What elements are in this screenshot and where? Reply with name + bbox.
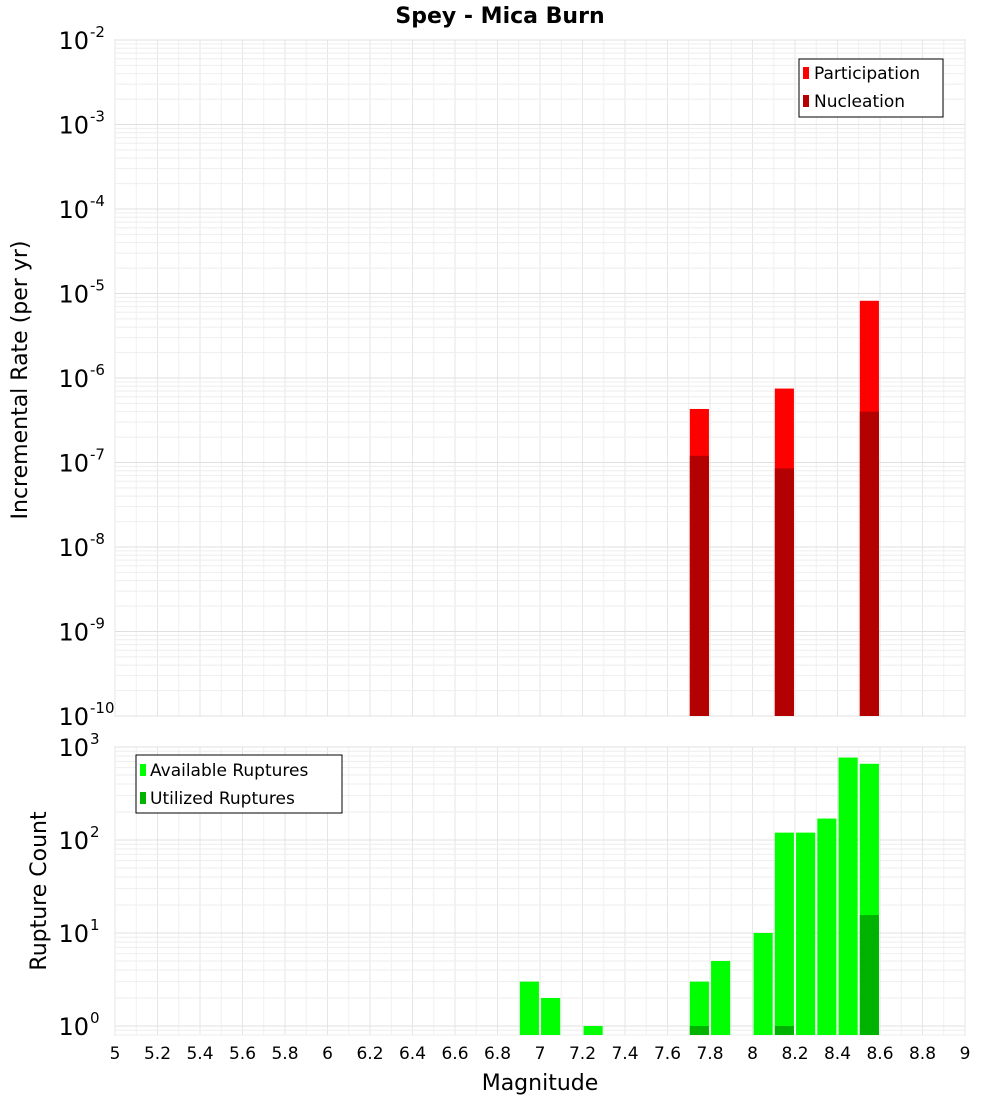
- x-tick-label: 6.8: [484, 1044, 511, 1064]
- legend-swatch-available: [140, 764, 146, 776]
- rate-y-tick-exponent: -7: [90, 446, 105, 464]
- available-ruptures-bar: [711, 960, 731, 1035]
- count-y-tick-label: 10: [58, 734, 89, 762]
- x-tick-label: 8.4: [824, 1044, 851, 1064]
- count-y-tick-label: 10: [58, 920, 89, 948]
- rate-y-tick-exponent: -8: [90, 530, 105, 548]
- count-y-tick-exponent: 0: [90, 1009, 100, 1027]
- nucleation-bar: [774, 468, 794, 716]
- count-legend: Available Ruptures Utilized Ruptures: [135, 754, 343, 814]
- available-ruptures-bar: [689, 981, 709, 1035]
- rate-gridlines: [114, 39, 966, 717]
- x-tick-label: 5.4: [186, 1044, 213, 1064]
- utilized-ruptures-bar: [774, 1025, 794, 1035]
- x-tick-label: 7.4: [611, 1044, 638, 1064]
- x-tick-label: 7: [535, 1044, 546, 1064]
- x-tick-label: 5.6: [229, 1044, 256, 1064]
- rate-y-tick-label: 10: [58, 534, 89, 562]
- x-tick-label: 8: [747, 1044, 758, 1064]
- x-tick-label: 8.2: [781, 1044, 808, 1064]
- x-tick-label: 7.2: [569, 1044, 596, 1064]
- rate-y-tick-exponent: -6: [90, 361, 105, 379]
- rate-y-tick-exponent: -5: [90, 277, 105, 295]
- legend-swatch-participation: [803, 67, 809, 79]
- count-y-axis-label: Rupture Count: [27, 811, 52, 971]
- count-y-tick-label: 10: [58, 827, 89, 855]
- x-tick-label: 6.6: [441, 1044, 468, 1064]
- rate-y-tick-exponent: -2: [90, 23, 105, 41]
- rate-y-tick-label: 10: [58, 27, 89, 55]
- nucleation-bar: [859, 411, 879, 716]
- count-y-tick-label: 10: [58, 1013, 89, 1041]
- available-ruptures-bar: [541, 997, 561, 1035]
- available-ruptures-bar: [817, 818, 837, 1035]
- count-gridlines: [114, 746, 966, 1036]
- chart-title: Spey - Mica Burn: [395, 4, 604, 29]
- legend-swatch-nucleation: [803, 95, 809, 107]
- rate-y-axis-label: Incremental Rate (per yr): [8, 241, 33, 520]
- available-ruptures-bar: [796, 832, 816, 1035]
- rate-y-tick-label: 10: [58, 281, 89, 309]
- rate-y-tick-exponent: -4: [90, 192, 105, 210]
- x-axis-ticks: 5 5.2 5.4 5.6 5.8 6 6.2 6.4 6.6 6.8 7 7.2 7.4 7.6 7.8 8…: [110, 1044, 971, 1064]
- count-y-tick-exponent: 1: [90, 916, 100, 934]
- rate-y-tick-label: 10: [58, 619, 89, 647]
- count-y-tick-exponent: 2: [90, 823, 100, 841]
- rate-y-tick-exponent: -3: [90, 108, 105, 126]
- legend-label-available: Available Ruptures: [150, 761, 308, 781]
- rate-y-tick-label: 10: [58, 196, 89, 224]
- x-tick-label: 8.8: [909, 1044, 936, 1064]
- rate-bars: [689, 300, 879, 716]
- available-ruptures-bar: [838, 757, 858, 1035]
- x-tick-label: 6.2: [356, 1044, 383, 1064]
- rate-y-tick-exponent: -9: [90, 615, 105, 633]
- rate-y-tick-label: 10: [58, 365, 89, 393]
- rate-y-tick-label: 10: [58, 450, 89, 478]
- nucleation-bar: [689, 455, 709, 716]
- x-tick-label: 5.8: [271, 1044, 298, 1064]
- x-tick-label: 5.2: [144, 1044, 171, 1064]
- legend-swatch-utilized: [140, 792, 146, 804]
- x-tick-label: 9: [960, 1044, 971, 1064]
- x-tick-label: 7.6: [654, 1044, 681, 1064]
- x-tick-label: 6.4: [399, 1044, 426, 1064]
- legend-label-utilized: Utilized Ruptures: [150, 789, 295, 809]
- rate-legend: Participation Nucleation: [798, 58, 944, 118]
- x-axis-label: Magnitude: [482, 1071, 599, 1096]
- available-ruptures-bar: [753, 932, 773, 1035]
- utilized-ruptures-bar: [689, 1025, 709, 1035]
- x-tick-label: 6: [322, 1044, 333, 1064]
- x-tick-label: 7.8: [696, 1044, 723, 1064]
- rate-y-tick-label: 10: [58, 703, 89, 731]
- x-tick-label: 8.6: [866, 1044, 893, 1064]
- legend-label-nucleation: Nucleation: [814, 92, 905, 112]
- x-tick-label: 5: [110, 1044, 121, 1064]
- count-y-tick-exponent: 3: [90, 730, 100, 748]
- rate-y-tick-label: 10: [58, 112, 89, 140]
- utilized-ruptures-bar: [859, 915, 879, 1035]
- available-ruptures-bar: [583, 1025, 603, 1035]
- available-ruptures-bar: [519, 981, 539, 1035]
- legend-label-participation: Participation: [814, 64, 920, 84]
- available-ruptures-bar: [774, 832, 794, 1035]
- rate-y-tick-exponent: -10: [90, 699, 115, 717]
- count-bars: [519, 757, 879, 1035]
